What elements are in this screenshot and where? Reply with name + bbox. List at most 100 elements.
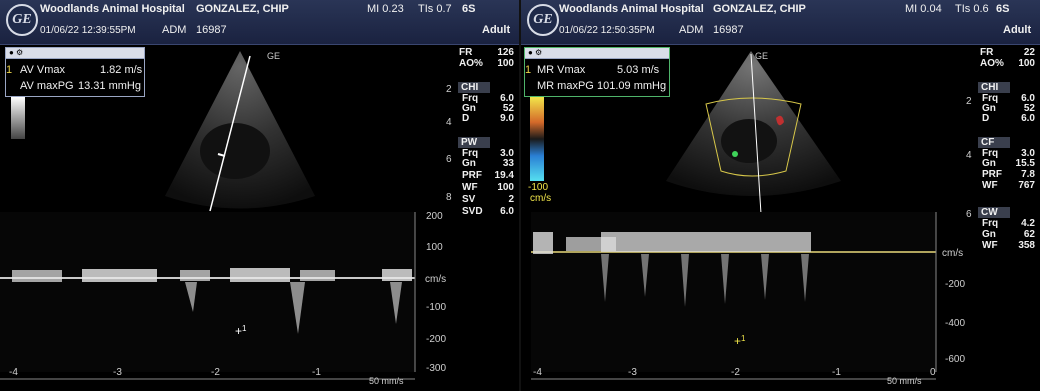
chi-frq-label: Frq	[462, 93, 479, 104]
chi-d-value: 9.0	[500, 113, 514, 124]
time-tick: -4	[9, 367, 18, 378]
left-doppler-spectrum: + 1	[0, 212, 416, 380]
time-tick: -3	[628, 367, 637, 378]
pw-sv-value: 2	[508, 194, 514, 205]
chi-section-header: CHI	[458, 82, 490, 93]
param-fr-label: FR	[980, 47, 994, 58]
velocity-unit: cm/s	[942, 248, 964, 259]
pw-prf-label: PRF	[462, 170, 482, 181]
sample-gate[interactable]	[217, 153, 226, 157]
velocity-caliper-marker[interactable]: +	[235, 324, 242, 338]
mi-index: MI 0.23	[367, 3, 404, 15]
cf-prf-value: 7.8	[1021, 169, 1035, 180]
time-tick: -3	[113, 367, 122, 378]
probe-name: 6S	[462, 3, 476, 15]
velocity-tick: -200	[426, 334, 447, 345]
depth-tick: 6	[446, 154, 452, 165]
left-ultrasound-panel: GE Woodlands Animal Hospital GONZALEZ, C…	[0, 0, 519, 391]
cf-frq-value: 3.0	[1021, 148, 1035, 159]
depth-tick: 2	[966, 96, 972, 107]
measurement-box-toolbar: ● ⚙	[525, 48, 669, 59]
doppler-cursor-line[interactable]	[209, 55, 251, 212]
chi-d-value: 6.0	[1021, 113, 1035, 124]
measurement-index: 1	[525, 64, 532, 76]
depth-tick: 6	[966, 209, 972, 220]
chi-d-label: D	[982, 113, 990, 124]
av-maxpg-label: AV maxPG	[20, 80, 74, 92]
chi-gn-value: 52	[1023, 103, 1035, 114]
velocity-tick: 100	[426, 242, 443, 253]
cf-section-header: CF	[978, 137, 1010, 148]
color-roi-box[interactable]	[705, 97, 802, 177]
cf-wf-value: 767	[1018, 180, 1035, 191]
sweep-speed: 50 mm/s	[887, 376, 922, 386]
cw-cursor-line[interactable]	[750, 53, 762, 215]
spectral-waveforms	[533, 232, 811, 307]
depth-tick: 4	[446, 117, 452, 128]
cf-gn-value: 15.5	[1015, 158, 1035, 169]
depth-tick: 4	[966, 150, 972, 161]
chi-gn-value: 52	[502, 103, 514, 114]
adm-label: ADM	[679, 24, 704, 36]
color-bar-min: -100	[528, 182, 549, 193]
mr-maxpg-value: 101.09 mmHg	[597, 80, 667, 92]
mode-label: Adult	[1003, 24, 1032, 36]
ge-orientation-icon: GE	[755, 51, 768, 61]
left-2d-image: GE	[165, 51, 315, 212]
param-fr-value: 22	[1023, 47, 1035, 58]
cw-wf-label: WF	[982, 240, 998, 251]
cw-section-header: CW	[978, 207, 1010, 218]
param-fr-label: FR	[459, 47, 473, 58]
color-flow-jet	[776, 115, 784, 126]
velocity-caliper-marker[interactable]: +	[734, 334, 741, 348]
mr-vmax-value: 5.03 m/s	[617, 64, 660, 76]
grayscale-bar	[11, 97, 25, 139]
patient-name: GONZALEZ, CHIP	[196, 3, 289, 15]
probe-name: 6S	[996, 3, 1010, 15]
right-doppler-spectrum: + 1	[531, 212, 937, 380]
cw-gn-label: Gn	[982, 229, 996, 240]
mi-index: MI 0.04	[905, 3, 942, 15]
pw-section-header: PW	[458, 137, 490, 148]
chi-d-label: D	[462, 113, 470, 124]
pw-svd-value: 6.0	[500, 206, 514, 217]
cw-frq-label: Frq	[982, 218, 999, 229]
patient-id: 16987	[713, 24, 744, 36]
av-vmax-value: 1.82 m/s	[100, 64, 143, 76]
depth-tick: 8	[446, 192, 452, 203]
pw-gn-label: Gn	[462, 158, 476, 169]
heart-chamber	[721, 119, 777, 163]
mr-maxpg-label: MR maxPG	[537, 80, 594, 92]
av-vmax-label: AV Vmax	[20, 64, 66, 76]
param-ao-value: 100	[1018, 58, 1035, 69]
time-tick: 0	[930, 367, 936, 378]
hospital-name: Woodlands Animal Hospital	[559, 3, 704, 15]
param-fr-value: 126	[497, 47, 514, 58]
spectral-waveforms	[12, 268, 412, 334]
color-velocity-bar	[530, 97, 544, 181]
cw-gn-value: 62	[1023, 229, 1035, 240]
time-tick: -1	[312, 367, 321, 378]
velocity-tick: -200	[945, 279, 966, 290]
depth-tick: 2	[446, 84, 452, 95]
cw-frq-value: 4.2	[1021, 218, 1035, 229]
pw-frq-label: Frq	[462, 148, 479, 159]
cf-prf-label: PRF	[982, 169, 1002, 180]
mode-label: Adult	[482, 24, 511, 36]
time-tick: -2	[211, 367, 220, 378]
chi-frq-value: 6.0	[500, 93, 514, 104]
left-header: GE Woodlands Animal Hospital GONZALEZ, C…	[0, 0, 519, 45]
chi-frq-value: 6.0	[1021, 93, 1035, 104]
patient-id: 16987	[196, 24, 227, 36]
pw-frq-value: 3.0	[500, 148, 514, 159]
cw-wf-value: 358	[1018, 240, 1035, 251]
caliper-index: 1	[242, 324, 247, 333]
av-maxpg-value: 13.31 mmHg	[78, 80, 141, 92]
param-ao-label: AO%	[459, 58, 483, 69]
velocity-tick: -300	[426, 363, 447, 374]
hospital-name: Woodlands Animal Hospital	[40, 3, 185, 15]
tis-index: TIs 0.7	[418, 3, 452, 15]
mr-vmax-label: MR Vmax	[537, 64, 586, 76]
pw-gn-value: 33	[502, 158, 514, 169]
chi-frq-label: Frq	[982, 93, 999, 104]
